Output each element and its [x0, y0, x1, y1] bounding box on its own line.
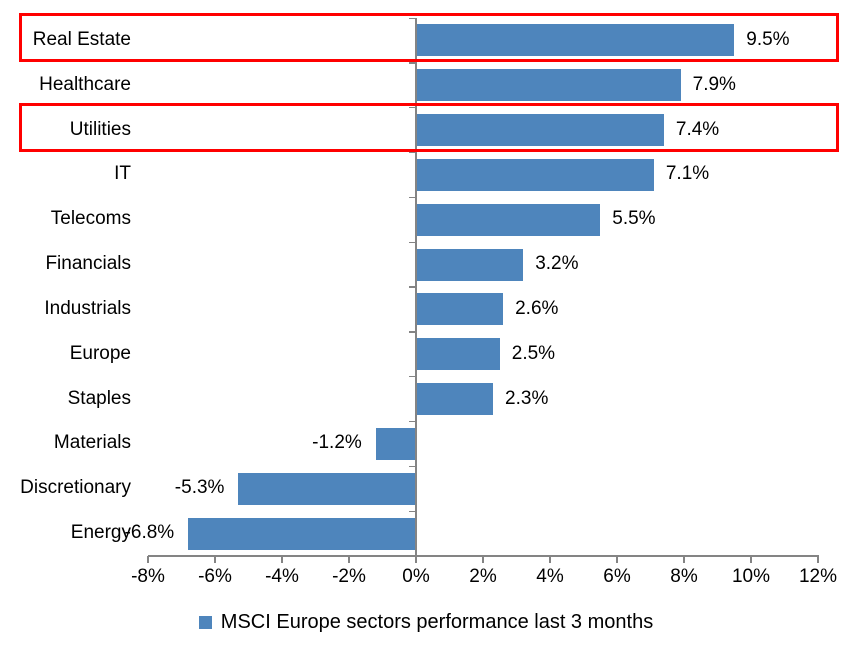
category-label: Europe	[69, 342, 131, 364]
category-label: Financials	[45, 253, 131, 275]
bar	[416, 383, 494, 416]
category-axis-tick	[409, 286, 416, 288]
bar	[416, 338, 500, 371]
category-label: Energy	[70, 522, 131, 544]
value-label: 3.2%	[535, 253, 579, 275]
bar	[416, 203, 601, 236]
x-axis-tick-label: -4%	[265, 566, 299, 587]
highlight-box	[19, 102, 839, 152]
bar	[416, 248, 524, 281]
legend: MSCI Europe sectors performance last 3 m…	[0, 611, 852, 634]
category-label: Discretionary	[20, 477, 131, 499]
bar	[416, 114, 664, 147]
x-axis-tick-label: 8%	[670, 566, 698, 587]
x-axis-tick	[281, 556, 283, 563]
bar	[238, 472, 416, 505]
value-axis-zero-line	[415, 18, 417, 563]
category-axis-tick	[409, 196, 416, 199]
category-axis-tick	[409, 241, 416, 243]
x-axis-tick	[415, 556, 417, 563]
category-label: Healthcare	[39, 73, 131, 95]
category-label: Real Estate	[32, 29, 131, 50]
x-axis-tick	[817, 556, 819, 563]
x-axis-tick	[348, 556, 350, 563]
x-axis-tick	[616, 556, 618, 563]
x-axis-tick	[482, 556, 484, 563]
category-label: IT	[114, 163, 131, 185]
x-axis-tick-label: 0%	[402, 566, 430, 587]
category-axis-tick	[409, 151, 416, 154]
x-axis-tick-label: 2%	[469, 566, 497, 587]
value-label: -6.8%	[124, 522, 175, 544]
value-label: -5.3%	[174, 477, 225, 499]
legend-label: MSCI Europe sectors performance last 3 m…	[220, 611, 654, 633]
x-axis-tick-label: -8%	[131, 566, 165, 587]
bar	[416, 24, 735, 57]
category-label: Utilities	[69, 118, 131, 140]
highlight-box	[19, 13, 839, 63]
value-label: 7.9%	[692, 73, 736, 95]
x-axis-tick-label: 6%	[603, 566, 631, 587]
category-label: Materials	[53, 432, 131, 454]
value-label: 2.3%	[505, 387, 549, 409]
value-label: 9.5%	[746, 29, 790, 50]
x-axis-line	[148, 555, 819, 557]
category-label: Telecoms	[50, 208, 131, 230]
bar	[188, 517, 416, 550]
category-axis-tick	[409, 510, 416, 512]
category-axis-tick	[409, 376, 416, 378]
category-axis-tick	[409, 17, 416, 19]
bar	[416, 158, 654, 191]
x-axis-tick	[750, 556, 752, 563]
legend-marker-icon	[198, 616, 212, 629]
value-label: 7.1%	[665, 163, 710, 185]
bar	[416, 293, 504, 326]
value-label: 7.4%	[675, 118, 720, 140]
value-label: 2.5%	[511, 342, 556, 364]
category-axis-tick	[409, 331, 416, 333]
value-label: 2.6%	[515, 297, 559, 319]
value-label: 5.5%	[612, 208, 656, 230]
x-axis-tick-label: 12%	[798, 566, 838, 587]
category-label: Staples	[67, 387, 131, 409]
category-axis-tick	[409, 62, 416, 64]
x-axis-tick	[147, 556, 149, 563]
category-axis-tick	[409, 107, 416, 109]
x-axis-tick-label: -6%	[198, 566, 232, 587]
bar	[375, 427, 416, 460]
x-axis-tick-label: 10%	[731, 566, 771, 587]
category-label: Industrials	[44, 297, 131, 319]
category-axis-tick	[409, 420, 416, 423]
category-axis-tick	[409, 465, 416, 468]
x-axis-tick	[214, 556, 216, 563]
x-axis-tick-label: 4%	[536, 566, 564, 587]
x-axis-tick-label: -2%	[332, 566, 366, 587]
value-label: -1.2%	[312, 432, 362, 454]
x-axis-tick	[549, 556, 551, 563]
bar	[416, 69, 681, 102]
x-axis-tick	[683, 556, 685, 563]
